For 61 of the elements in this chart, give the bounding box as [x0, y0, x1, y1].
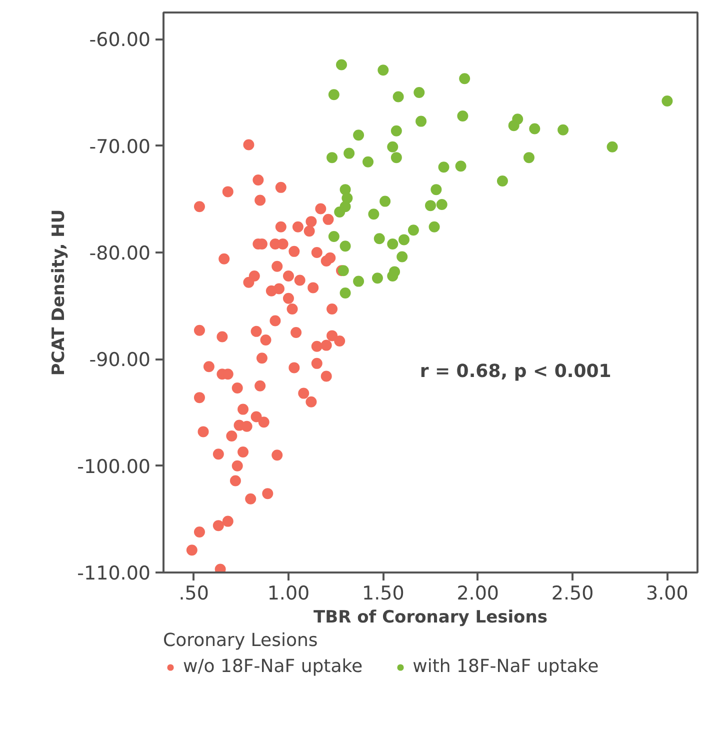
point	[353, 130, 364, 141]
point	[414, 87, 425, 98]
point	[372, 272, 383, 284]
point	[523, 152, 534, 164]
point	[408, 224, 419, 236]
legend-title: Coronary Lesions	[163, 630, 319, 651]
x-tick-label: 1.50	[362, 582, 404, 604]
point	[336, 59, 347, 70]
y-tick-label: -70.00	[89, 136, 150, 158]
point	[457, 110, 468, 122]
point	[392, 91, 404, 102]
x-tick-label: 1.00	[267, 582, 310, 604]
point	[398, 234, 410, 246]
point	[416, 116, 427, 127]
point	[353, 276, 364, 287]
point	[334, 206, 346, 218]
point	[387, 238, 398, 250]
point	[459, 73, 470, 84]
y-tick-label: -80.00	[89, 242, 150, 264]
point	[378, 64, 389, 76]
annotation: r = 0.68, p < 0.001	[420, 361, 612, 382]
point	[662, 96, 673, 107]
point	[326, 152, 338, 164]
point	[430, 184, 442, 196]
point	[529, 123, 540, 134]
point	[380, 196, 391, 207]
x-tick-label: 2.00	[456, 582, 499, 604]
y-tick-label: -110.00	[77, 562, 151, 584]
point	[328, 231, 340, 242]
x-tick-label: .50	[178, 582, 209, 604]
y-tick-label: -90.00	[89, 349, 150, 372]
y-axis-title: PCAT Density, HU	[49, 209, 70, 376]
point	[508, 120, 520, 132]
point	[396, 251, 408, 262]
point	[342, 192, 353, 204]
y-tick-label: -100.00	[77, 456, 151, 478]
point	[344, 148, 355, 159]
point	[606, 141, 618, 152]
point	[455, 160, 466, 172]
x-tick-label: 3.00	[646, 582, 688, 604]
x-tick-label: 2.50	[551, 582, 594, 604]
x-axis-title: TBR of Coronary Lesions	[314, 608, 548, 628]
y-tick-label: -60.00	[89, 29, 150, 52]
point	[390, 152, 402, 164]
point	[362, 156, 374, 168]
point	[340, 240, 351, 252]
point	[558, 124, 569, 136]
point	[436, 199, 448, 210]
legend-label: w/o 18F-NaF uptake	[183, 656, 363, 677]
point	[428, 221, 440, 232]
point	[389, 266, 400, 278]
point	[438, 162, 450, 173]
point	[374, 233, 385, 244]
point	[390, 125, 402, 136]
point	[496, 176, 508, 187]
point	[340, 288, 351, 299]
legend-label: with 18F-NaF uptake	[412, 656, 599, 677]
point	[328, 89, 340, 100]
point	[387, 141, 398, 152]
point	[425, 200, 436, 212]
point	[368, 208, 380, 220]
